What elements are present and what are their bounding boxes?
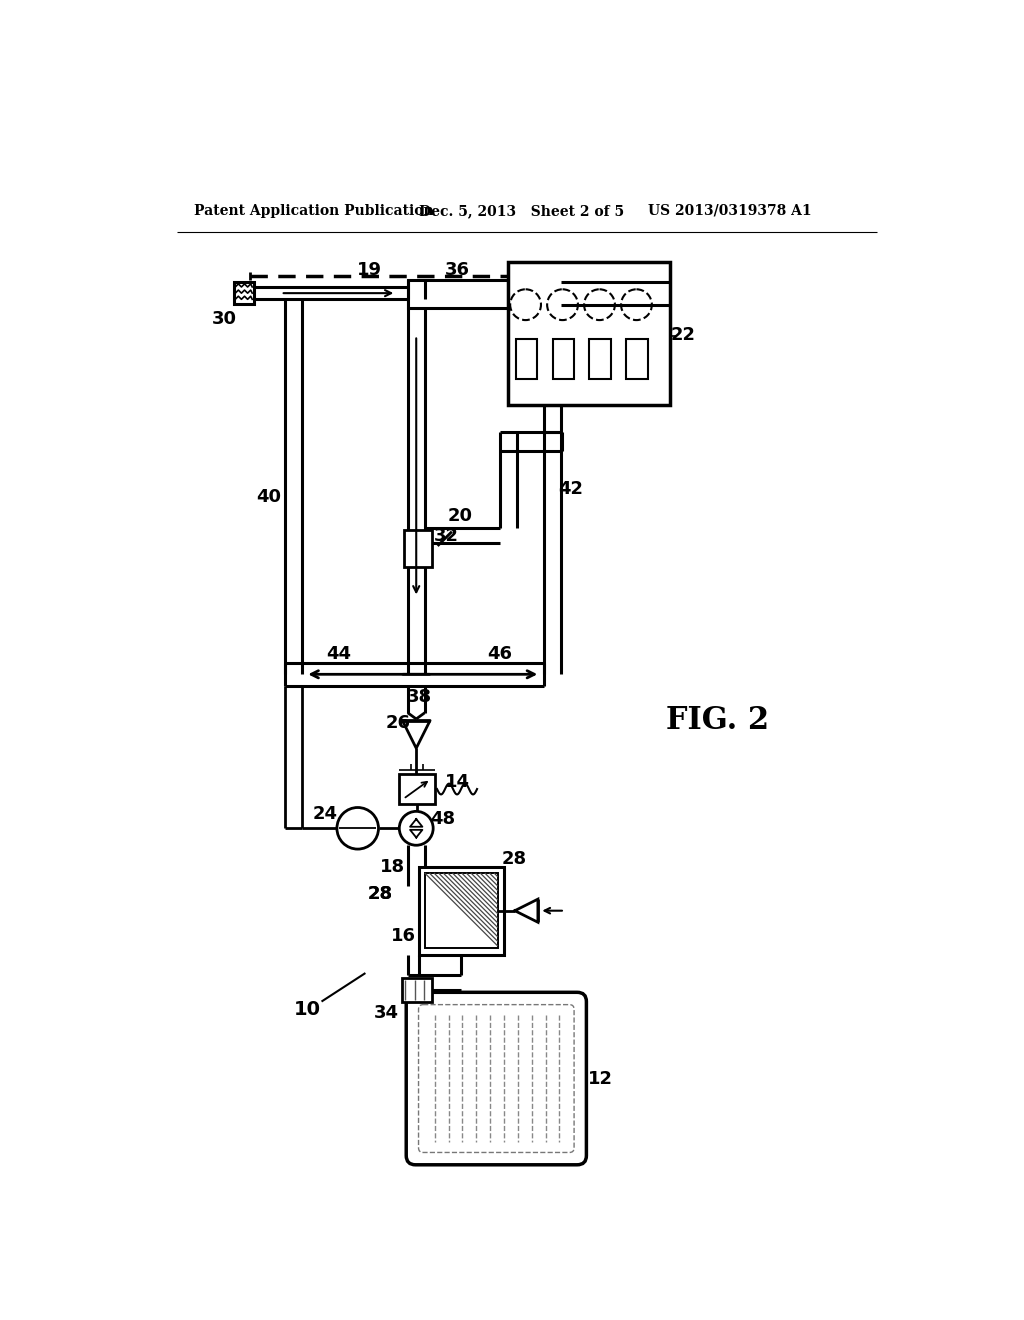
Bar — [408, 280, 508, 308]
Bar — [425, 873, 498, 948]
Bar — [627, 339, 648, 379]
Text: 24: 24 — [313, 805, 338, 824]
Text: 10: 10 — [294, 999, 322, 1019]
Text: 44: 44 — [326, 644, 351, 663]
Text: 48: 48 — [431, 810, 456, 828]
Text: 26: 26 — [386, 714, 411, 731]
Text: FIG. 2: FIG. 2 — [666, 705, 769, 737]
FancyBboxPatch shape — [407, 993, 587, 1164]
Text: 19: 19 — [356, 261, 382, 279]
Bar — [553, 339, 574, 379]
Text: 38: 38 — [407, 689, 432, 706]
Text: Patent Application Publication: Patent Application Publication — [194, 203, 433, 218]
Bar — [398, 775, 435, 804]
Bar — [515, 339, 538, 379]
Text: 30: 30 — [212, 310, 237, 327]
Text: 32: 32 — [434, 527, 459, 545]
Text: Dec. 5, 2013   Sheet 2 of 5: Dec. 5, 2013 Sheet 2 of 5 — [419, 203, 625, 218]
Text: 36: 36 — [445, 261, 470, 279]
Text: 16: 16 — [391, 927, 417, 945]
Text: 14: 14 — [444, 774, 470, 791]
Bar — [508, 263, 670, 405]
Bar — [590, 339, 611, 379]
Text: 42: 42 — [558, 480, 584, 499]
Text: 40: 40 — [257, 488, 282, 506]
Bar — [401, 978, 432, 1002]
Text: 20: 20 — [447, 507, 473, 525]
Bar — [233, 282, 254, 304]
Text: 34: 34 — [374, 1005, 398, 1022]
Text: 28: 28 — [502, 850, 526, 869]
Text: 28: 28 — [368, 884, 392, 903]
Text: 12: 12 — [588, 1069, 612, 1088]
Text: US 2013/0319378 A1: US 2013/0319378 A1 — [648, 203, 812, 218]
Bar — [403, 529, 432, 566]
Bar — [419, 867, 504, 954]
Text: 28: 28 — [368, 884, 392, 903]
Text: 46: 46 — [487, 644, 513, 663]
Text: 22: 22 — [671, 326, 696, 345]
Text: 18: 18 — [380, 858, 404, 875]
